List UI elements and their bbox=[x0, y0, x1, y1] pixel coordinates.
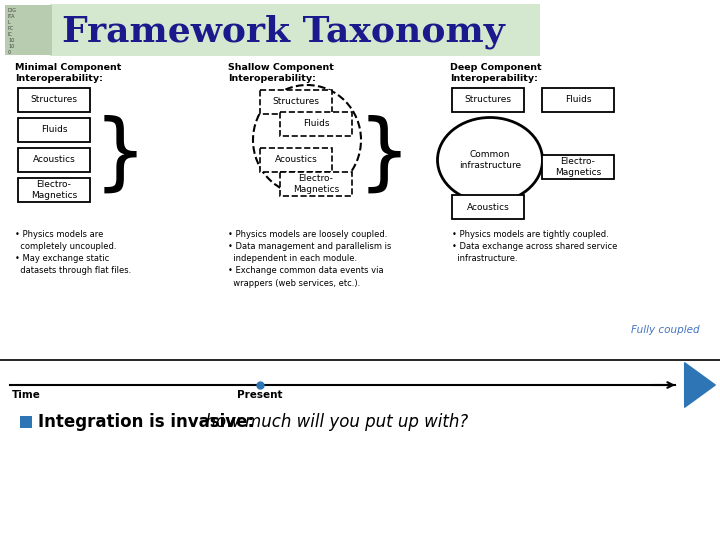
Bar bbox=[280, 172, 352, 196]
Text: PC: PC bbox=[8, 26, 14, 31]
Bar bbox=[260, 90, 332, 114]
Text: Shallow Component
Interoperability:: Shallow Component Interoperability: bbox=[228, 63, 334, 83]
Text: Deep Component
Interoperability:: Deep Component Interoperability: bbox=[450, 63, 541, 83]
Text: Electro-
Magnetics: Electro- Magnetics bbox=[555, 157, 601, 177]
Text: Electro-
Magnetics: Electro- Magnetics bbox=[31, 180, 77, 200]
Text: Acoustics: Acoustics bbox=[32, 156, 76, 165]
Text: Integration is invasive:: Integration is invasive: bbox=[38, 413, 254, 431]
Bar bbox=[18, 118, 90, 142]
Bar bbox=[5, 5, 52, 55]
Text: how much will you put up with?: how much will you put up with? bbox=[195, 413, 468, 431]
Bar bbox=[18, 88, 90, 112]
Text: Electro-
Magnetics: Electro- Magnetics bbox=[293, 174, 339, 194]
FancyBboxPatch shape bbox=[50, 4, 540, 56]
Text: Framework Taxonomy: Framework Taxonomy bbox=[62, 15, 505, 49]
Text: Minimal Component
Interoperability:: Minimal Component Interoperability: bbox=[15, 63, 122, 83]
Text: • Physics models are tightly coupled.
• Data exchange across shared service
  in: • Physics models are tightly coupled. • … bbox=[452, 230, 617, 264]
Bar bbox=[18, 148, 90, 172]
Bar bbox=[280, 112, 352, 136]
Text: L: L bbox=[8, 20, 11, 25]
Text: 0: 0 bbox=[8, 50, 11, 55]
Text: Fluids: Fluids bbox=[41, 125, 67, 134]
Text: 10: 10 bbox=[8, 44, 14, 49]
Text: Present: Present bbox=[238, 390, 283, 400]
Bar bbox=[542, 88, 614, 112]
Bar bbox=[20, 416, 32, 428]
Text: • Physics models are loosely coupled.
• Data management and parallelism is
  ind: • Physics models are loosely coupled. • … bbox=[228, 230, 392, 288]
Bar bbox=[542, 155, 614, 179]
Bar bbox=[452, 195, 524, 219]
Text: Fluids: Fluids bbox=[564, 96, 591, 105]
Text: Structures: Structures bbox=[272, 98, 320, 106]
FancyArrowPatch shape bbox=[685, 363, 715, 407]
Bar bbox=[452, 88, 524, 112]
Text: Structures: Structures bbox=[30, 96, 78, 105]
Text: Common
infrastructure: Common infrastructure bbox=[459, 150, 521, 170]
Text: IC: IC bbox=[8, 32, 13, 37]
Text: • Physics models are
  completely uncoupled.
• May exchange static
  datasets th: • Physics models are completely uncouple… bbox=[15, 230, 131, 275]
Text: Time: Time bbox=[12, 390, 41, 400]
Text: Fully coupled: Fully coupled bbox=[631, 325, 700, 335]
Bar bbox=[260, 148, 332, 172]
Text: ITA: ITA bbox=[8, 14, 16, 19]
Text: Acoustics: Acoustics bbox=[274, 156, 318, 165]
Text: Structures: Structures bbox=[464, 96, 511, 105]
Text: 10: 10 bbox=[8, 38, 14, 43]
Text: }: } bbox=[358, 114, 411, 195]
Text: Acoustics: Acoustics bbox=[467, 202, 509, 212]
Text: DIG: DIG bbox=[8, 8, 17, 13]
Ellipse shape bbox=[438, 118, 542, 202]
Text: Fluids: Fluids bbox=[302, 119, 329, 129]
Bar bbox=[18, 178, 90, 202]
Text: }: } bbox=[94, 114, 147, 195]
